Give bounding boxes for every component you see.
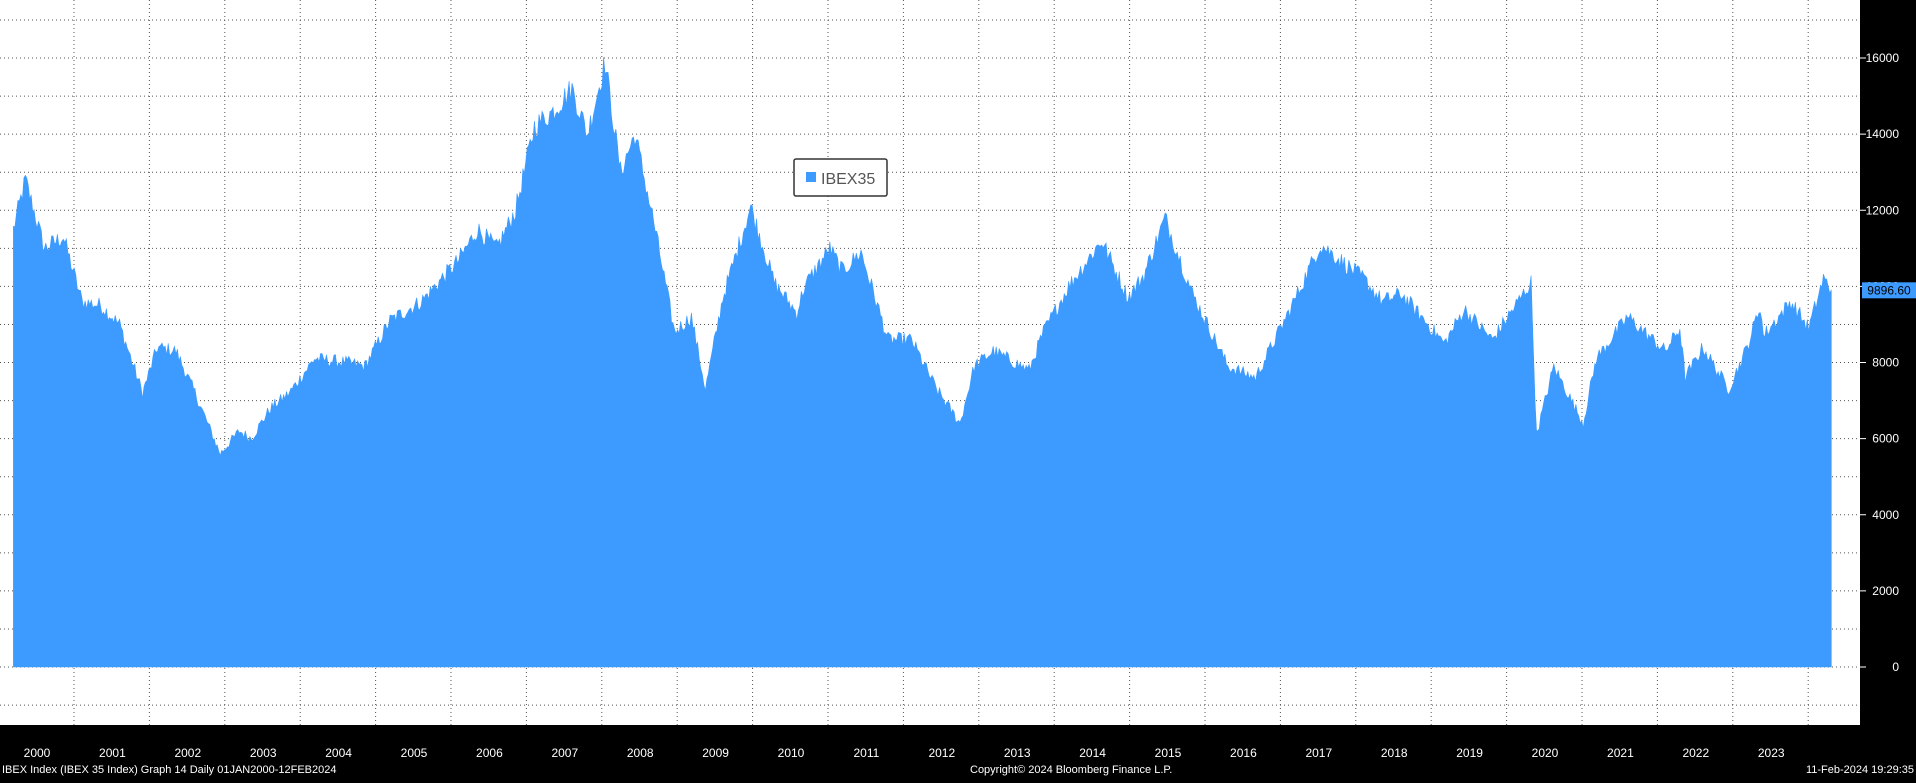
x-tick-label: 2020 <box>1532 746 1559 760</box>
x-tick-label: 2005 <box>401 746 428 760</box>
x-tick-label: 2003 <box>250 746 277 760</box>
series-area-ibex35 <box>13 57 1832 668</box>
legend-swatch <box>806 172 816 182</box>
x-tick-label: 2010 <box>778 746 805 760</box>
x-tick-label: 2015 <box>1155 746 1182 760</box>
y-tick-label: 0 <box>1892 660 1899 674</box>
x-tick-label: 2009 <box>702 746 729 760</box>
x-tick-label: 2023 <box>1758 746 1785 760</box>
x-tick-label: 2017 <box>1305 746 1332 760</box>
x-tick-label: 2008 <box>627 746 654 760</box>
footer-bar: IBEX Index (IBEX 35 Index) Graph 14 Dail… <box>0 762 1916 778</box>
x-tick-label: 2019 <box>1456 746 1483 760</box>
y-tick-label: 14000 <box>1866 127 1900 141</box>
y-tick-label: 16000 <box>1866 51 1900 65</box>
y-tick-label: 8000 <box>1872 356 1899 370</box>
legend-entry: IBEX35 <box>821 171 875 188</box>
x-tick-label: 2012 <box>928 746 955 760</box>
x-axis: 2000 2001 2002 2003 2004 2005 2006 2007 2008 2009… <box>24 746 1785 760</box>
x-tick-label: 2021 <box>1607 746 1634 760</box>
legend: IBEX35 <box>793 158 888 197</box>
series-layer <box>13 57 1832 668</box>
x-tick-label: 2016 <box>1230 746 1257 760</box>
y-axis-background <box>1860 0 1916 725</box>
x-tick-label: 2002 <box>174 746 201 760</box>
x-tick-label: 2000 <box>24 746 51 760</box>
x-tick-label: 2004 <box>325 746 352 760</box>
y-tick-label: 12000 <box>1866 203 1900 217</box>
footer-copyright: Copyright© 2024 Bloomberg Finance L.P. <box>970 764 1173 776</box>
x-tick-label: 2001 <box>99 746 126 760</box>
y-tick-label: 4000 <box>1872 508 1899 522</box>
footer-timestamp: 11-Feb-2024 19:29:35 <box>1805 764 1914 776</box>
last-value-badge <box>1862 282 1916 299</box>
last-value-label: 9896.60 <box>1867 283 1911 297</box>
y-tick-label: 6000 <box>1872 432 1899 446</box>
y-axis: 0200040006000800010000120001400016000989… <box>1860 51 1916 674</box>
x-tick-label: 2022 <box>1682 746 1709 760</box>
x-tick-label: 2013 <box>1004 746 1031 760</box>
x-tick-label: 2007 <box>551 746 578 760</box>
legend-box <box>793 158 888 197</box>
x-tick-label: 2006 <box>476 746 503 760</box>
x-tick-label: 2014 <box>1079 746 1106 760</box>
x-tick-label: 2011 <box>853 746 879 760</box>
footer-description: IBEX Index (IBEX 35 Index) Graph 14 Dail… <box>2 764 337 776</box>
x-tick-label: 2018 <box>1381 746 1408 760</box>
y-tick-label: 2000 <box>1872 584 1899 598</box>
